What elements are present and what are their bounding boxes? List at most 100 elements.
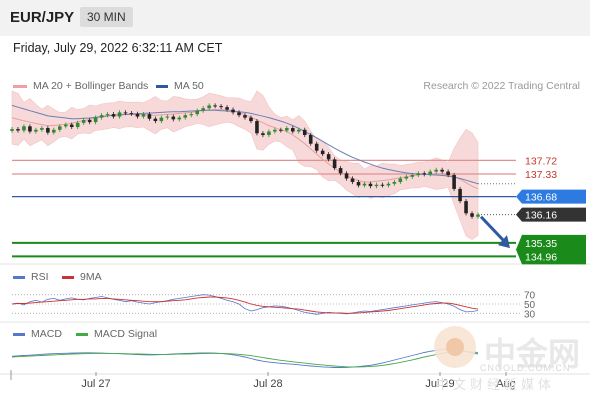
- support-label-1: 135.35: [525, 238, 557, 250]
- candle-body: [296, 129, 301, 132]
- candle-body: [273, 129, 277, 132]
- macd-signal-legend: MACD Signal: [76, 328, 157, 340]
- macd-signal-swatch: [76, 332, 88, 336]
- candle-body: [237, 112, 241, 116]
- candle-body: [410, 175, 415, 177]
- rsi-ma-swatch: [62, 275, 74, 279]
- candle-body: [416, 173, 421, 176]
- rsi-swatch: [13, 275, 25, 279]
- projection-arrow-head: [498, 235, 510, 249]
- candle-body: [16, 129, 20, 131]
- x-tick-label-1: Jul 27: [81, 378, 110, 390]
- x-tick-label-2: Jul 28: [253, 378, 282, 390]
- support-label-2: 134.96: [525, 251, 557, 263]
- candle-body: [189, 114, 194, 116]
- watermark-logo-inner: [446, 338, 464, 356]
- timeframe-badge[interactable]: 30 MIN: [80, 7, 133, 27]
- watermark-name: 中金网: [484, 336, 581, 372]
- ma50-legend-label: MA 50: [174, 80, 204, 92]
- pivot-label: 136.68: [525, 192, 557, 204]
- candle-body: [267, 131, 271, 136]
- candle-body: [141, 114, 146, 117]
- rsi-ma-line: [11, 296, 479, 314]
- candle-body: [398, 178, 403, 182]
- candle-body: [69, 124, 74, 128]
- rsi-line: [11, 294, 479, 315]
- candle-body: [165, 116, 170, 118]
- watermark-url: CNGOLD.COM.CN: [480, 363, 571, 373]
- x-tick-label-3: Jul 29: [425, 378, 454, 390]
- symbol-label: EUR/JPY: [10, 9, 75, 26]
- candle-body: [344, 173, 349, 179]
- candle-body: [99, 115, 104, 118]
- candle-body: [434, 169, 438, 172]
- candle-body: [368, 183, 373, 187]
- header-bar: EUR/JPY 30 MIN: [0, 0, 590, 36]
- candle-body: [261, 133, 265, 136]
- candle-body: [28, 126, 32, 132]
- last-price-label-box: [516, 207, 586, 222]
- candle-body: [279, 129, 283, 131]
- candle-body: [255, 121, 259, 134]
- candle-body: [123, 112, 128, 114]
- candle-body: [201, 108, 205, 111]
- candle-body: [57, 126, 62, 130]
- candle-body: [75, 122, 80, 128]
- candle-body: [356, 181, 361, 186]
- candle-body: [302, 129, 307, 136]
- candle-body: [40, 128, 44, 130]
- candle-body: [81, 120, 86, 123]
- candle-body: [22, 126, 26, 131]
- candle-body: [159, 117, 164, 122]
- candle-body: [207, 105, 211, 109]
- ma50-legend: MA 50: [156, 80, 204, 92]
- candle-body: [440, 169, 444, 172]
- candle-body: [195, 110, 200, 115]
- candle-body: [476, 214, 480, 217]
- candle-body: [63, 124, 68, 127]
- candle-body: [147, 114, 152, 119]
- ma20-swatch: [13, 84, 27, 88]
- candle-body: [362, 183, 367, 186]
- candle-body: [153, 118, 158, 122]
- candle-body: [446, 171, 450, 176]
- candle-body: [93, 117, 98, 123]
- datetime-label: Friday, July 29, 2022 6:32:11 AM CET: [13, 41, 223, 55]
- pivot-label-box: [516, 189, 586, 204]
- candle-body: [52, 129, 56, 133]
- rsi-tick-70: 70: [524, 291, 536, 302]
- ma20-legend-label: MA 20 + Bollinger Bands: [33, 80, 149, 92]
- candle-body: [111, 114, 116, 117]
- macd-signal-line: [11, 351, 479, 368]
- candle-body: [129, 113, 134, 115]
- candle-body: [314, 143, 319, 151]
- candle-body: [213, 105, 217, 107]
- ma20-legend: MA 20 + Bollinger Bands: [13, 80, 148, 92]
- candle-body: [428, 171, 433, 175]
- candle-body: [374, 184, 379, 187]
- rsi-tick-50: 50: [524, 300, 536, 311]
- candle-body: [177, 117, 182, 120]
- candle-body: [117, 112, 122, 117]
- candle-body: [243, 115, 247, 118]
- candle-body: [380, 184, 385, 186]
- candle-body: [135, 113, 140, 117]
- candle-body: [458, 188, 462, 202]
- support-label-box: [516, 234, 586, 265]
- candle-body: [326, 154, 331, 160]
- candle-body: [338, 168, 343, 174]
- candle-body: [290, 128, 295, 132]
- candle-body: [219, 106, 223, 108]
- candle-body: [46, 128, 50, 133]
- candle-body: [386, 183, 391, 186]
- candle-body: [285, 128, 289, 131]
- ma50-swatch: [156, 84, 168, 88]
- resistance-label-1: 137.72: [525, 155, 557, 167]
- candle-body: [404, 176, 409, 179]
- rsi-ma-legend: 9MA: [62, 271, 102, 283]
- candle-body: [10, 129, 14, 131]
- resistance-label-2: 137.33: [525, 169, 557, 181]
- candle-body: [249, 117, 253, 122]
- macd-swatch: [13, 332, 25, 336]
